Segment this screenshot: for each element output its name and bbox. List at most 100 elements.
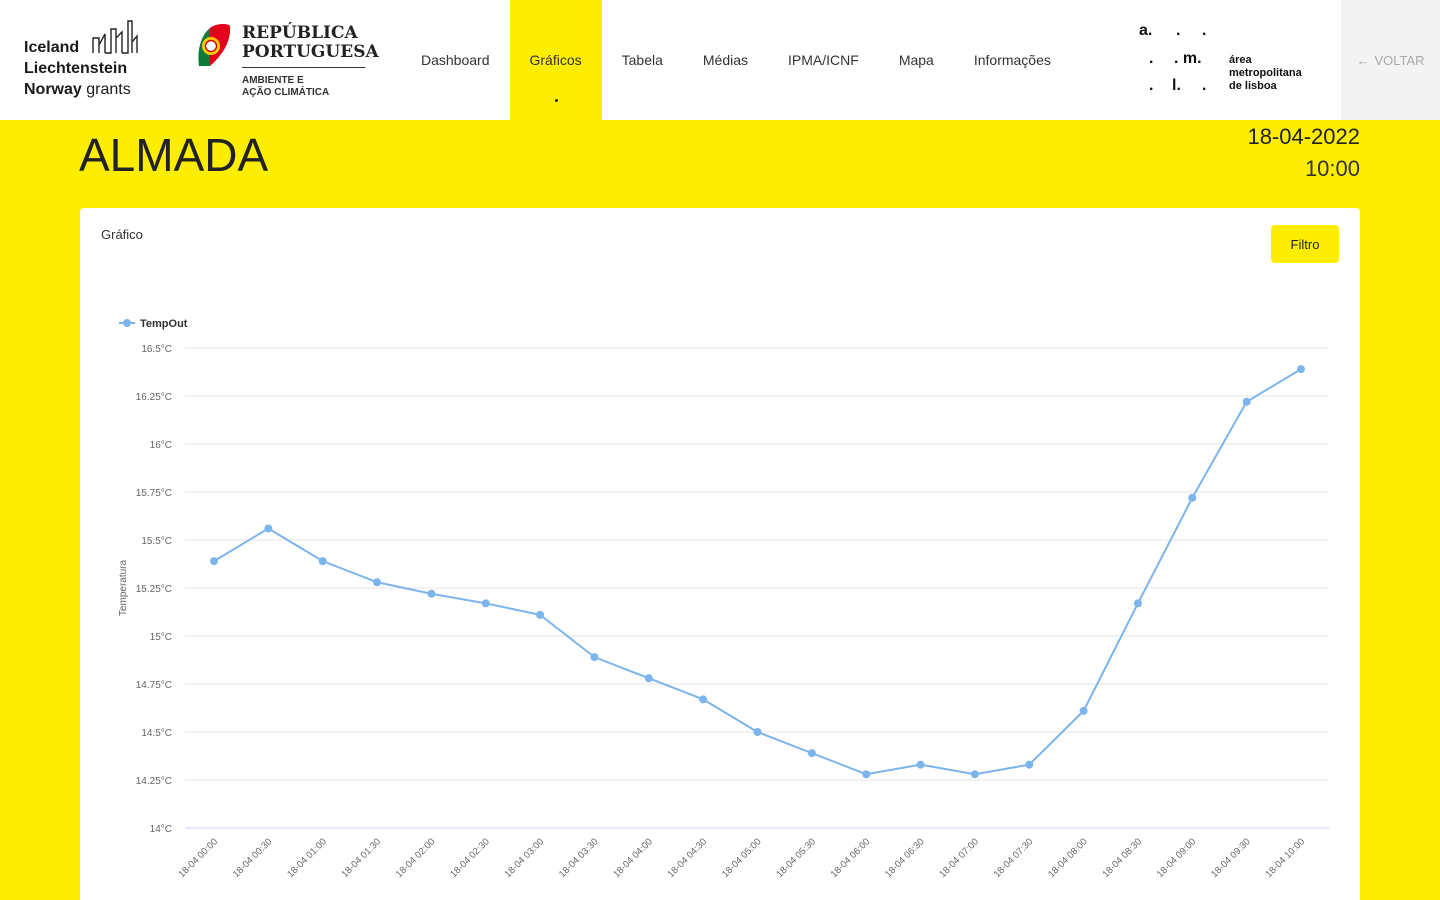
nav-mapa[interactable]: Mapa: [879, 0, 954, 120]
data-point: [1025, 760, 1034, 769]
eea-line-norway: Norway grants: [24, 80, 131, 100]
data-point: [1297, 365, 1305, 374]
nav-medias-label: Médias: [702, 52, 749, 68]
data-point: [970, 770, 979, 779]
eea-line-liechtenstein: Liechtenstein: [24, 60, 128, 77]
x-tick-label: 18-04 01:00: [285, 836, 329, 880]
current-time: 10:00: [1304, 156, 1360, 181]
x-tick-label: 18-04 09:30: [1209, 836, 1253, 880]
data-point: [590, 653, 599, 662]
nav-medias[interactable]: Médias: [683, 0, 768, 120]
data-point: [753, 728, 762, 736]
rp-title-line2: PORTUGUESA: [242, 42, 379, 62]
x-tick-label: 18-04 06:00: [829, 836, 873, 880]
nav-tabela[interactable]: Tabela: [602, 0, 683, 120]
y-tick-label: 14.75°C: [136, 680, 172, 691]
aml-dot: .: [1176, 22, 1181, 39]
data-point: [699, 695, 708, 704]
x-tick-label: 18-04 00:30: [231, 836, 275, 880]
page-title: ALMADA: [79, 129, 269, 181]
nav-dashboard-label: Dashboard: [421, 52, 490, 68]
y-tick-label: 14°C: [150, 824, 172, 835]
y-tick-label: 14.25°C: [136, 776, 172, 787]
data-point: [481, 599, 490, 608]
x-tick-label: 18-04 02:30: [448, 836, 492, 880]
y-tick-label: 16.25°C: [136, 392, 172, 403]
x-tick-label: 18-04 03:00: [503, 836, 547, 880]
active-indicator-dot: [554, 99, 558, 102]
nav-graficos-label: Gráficos: [529, 52, 582, 68]
aml-logo[interactable]: a. . . . . m. . l. . área metropolitana …: [1136, 22, 1326, 100]
data-point: [536, 610, 545, 619]
temperature-line-chart: 14°C 14.25°C 14.5°C 14.75°C 15°C 15.25°C 15.5°…: [118, 318, 1329, 880]
y-tick-label: 16°C: [150, 440, 172, 451]
data-point: [1188, 493, 1197, 502]
aml-letter-m: . m.: [1174, 50, 1202, 67]
nav-ipma-icnf-label: IPMA/ICNF: [788, 52, 859, 68]
data-point: [1133, 599, 1142, 608]
data-point: [318, 557, 327, 566]
x-tick-label: 18-04 04:00: [611, 836, 655, 880]
republica-portuguesa-logo[interactable]: REPÚBLICA PORTUGUESA AMBIENTE E AÇÃO CLI…: [196, 20, 379, 102]
y-tick-label: 16.5°C: [141, 344, 172, 355]
rp-subtitle-line1: AMBIENTE E: [242, 75, 304, 86]
eea-norway-text: Norway: [24, 81, 82, 98]
back-button-label: VOLTAR: [1374, 52, 1425, 68]
data-point: [916, 760, 925, 769]
aml-text-line2: metropolitana: [1229, 67, 1302, 79]
x-tick-label: 18-04 08:00: [1046, 836, 1090, 880]
portugal-emblem-icon: [198, 24, 231, 66]
data-point: [807, 749, 816, 758]
aml-dot: .: [1149, 77, 1154, 94]
data-point: [264, 524, 273, 533]
eea-grants-text: grants: [86, 81, 131, 98]
x-tick-label: 18-04 10:00: [1263, 836, 1307, 880]
x-tick-label: 18-04 09:00: [1155, 836, 1199, 880]
x-tick-label: 18-04 01:30: [340, 836, 384, 880]
arrow-left-icon: ←: [1356, 52, 1370, 68]
main-nav: Dashboard Gráficos Tabela Médias IPMA/IC…: [401, 0, 1071, 120]
x-tick-label: 18-04 05:30: [774, 836, 818, 880]
filter-button[interactable]: Filtro: [1271, 225, 1339, 263]
data-point: [644, 674, 653, 683]
y-axis-label: Temperatura: [118, 559, 129, 616]
nav-informacoes-label: Informações: [973, 52, 1051, 68]
rp-title-line1: REPÚBLICA: [242, 23, 358, 43]
card-title: Gráfico: [101, 227, 143, 242]
y-tick-label: 15.5°C: [141, 536, 172, 547]
eea-line-iceland: Iceland: [24, 39, 80, 56]
x-tick-label: 18-04 06:30: [883, 836, 927, 880]
nav-dashboard[interactable]: Dashboard: [401, 0, 510, 120]
aml-text-line3: de lisboa: [1229, 80, 1277, 92]
legend-marker: [123, 319, 131, 327]
nav-graficos[interactable]: Gráficos: [509, 0, 602, 120]
nav-informacoes[interactable]: Informações: [954, 0, 1071, 120]
nav-ipma-icnf[interactable]: IPMA/ICNF: [768, 0, 879, 120]
data-point: [862, 770, 871, 779]
x-tick-label: 18-04 03:30: [557, 836, 601, 880]
rp-subtitle: AMBIENTE E AÇÃO CLIMÁTICA: [242, 75, 329, 99]
data-point: [210, 557, 218, 566]
data-point: [427, 589, 436, 598]
nav-tabela-label: Tabela: [621, 52, 663, 68]
legend-item-label: TempOut: [140, 318, 188, 330]
aml-dot: .: [1149, 50, 1154, 67]
aml-dot: .: [1202, 77, 1207, 94]
y-tick-label: 15.75°C: [136, 488, 172, 499]
rp-subtitle-line2: AÇÃO CLIMÁTICA: [242, 87, 330, 98]
x-tick-label: 18-04 08:30: [1100, 836, 1144, 880]
current-date: 18-04-2022: [1247, 124, 1360, 149]
back-button[interactable]: ← VOLTAR: [1341, 0, 1440, 120]
eea-skyline-icon: [92, 20, 138, 54]
x-tick-label: 18-04 00:00: [176, 836, 220, 880]
nav-mapa-label: Mapa: [898, 52, 934, 68]
eea-grants-logo[interactable]: Iceland Liechtenstein Norway grants: [24, 20, 144, 102]
x-tick-label: 18-04 05:00: [720, 836, 764, 880]
data-point: [1242, 397, 1251, 406]
top-header: Iceland Liechtenstein Norway grants REPÚ…: [0, 0, 1440, 120]
data-point: [1079, 706, 1088, 715]
aml-letter-a: a.: [1139, 22, 1153, 39]
aml-dot: .: [1202, 22, 1207, 39]
chart-card: 14°C 14.25°C 14.5°C 14.75°C 15°C 15.25°C 15.5°…: [80, 208, 1360, 900]
x-tick-label: 18-04 04:30: [666, 836, 710, 880]
